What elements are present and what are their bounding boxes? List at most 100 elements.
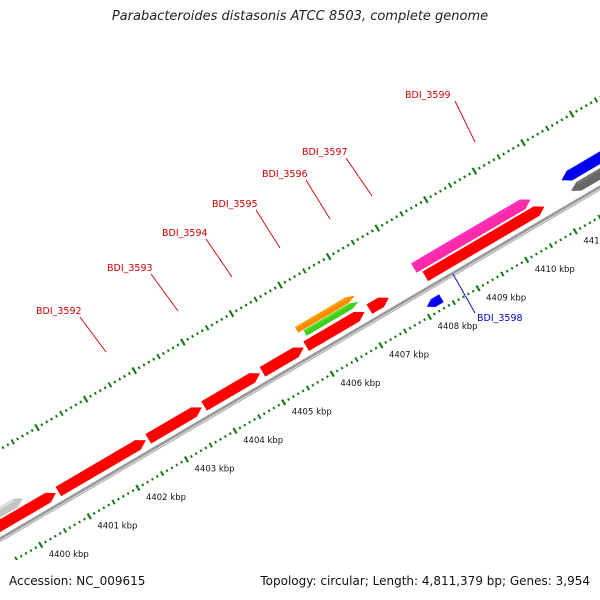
tick-mark <box>38 541 44 549</box>
gene-red-3593-body <box>145 407 202 444</box>
tick-mark <box>536 132 540 136</box>
tick-mark <box>447 303 451 307</box>
gene-dark-grey <box>571 168 600 191</box>
tick-label-4404: 4404 kbp <box>243 436 283 446</box>
tick-mark <box>554 241 558 245</box>
tick-mark <box>293 274 297 279</box>
tick-mark <box>482 163 486 168</box>
tick-mark <box>393 335 397 339</box>
tick-mark <box>593 96 599 103</box>
tick-mark <box>340 366 344 370</box>
tick-mark <box>539 249 543 253</box>
tick-label-4400: 4400 kbp <box>49 550 89 560</box>
tick-mark <box>481 283 485 287</box>
tick-mark <box>564 235 568 239</box>
gene-blue-3598 <box>426 294 444 307</box>
tick-mark <box>560 118 564 122</box>
tick-mark <box>68 526 72 530</box>
tick-mark <box>180 460 184 464</box>
tick-mark <box>11 561 12 563</box>
tick-mark <box>283 280 287 284</box>
tick-mark <box>30 428 34 433</box>
tick-mark <box>361 235 365 239</box>
tick-mark <box>127 371 131 376</box>
tick-mark <box>152 357 156 361</box>
callout-line-bdi_3595 <box>255 209 281 249</box>
tick-mark <box>322 257 326 262</box>
tick-mark <box>475 284 481 292</box>
gene-red-3595-bevel <box>259 347 295 370</box>
tick-mark <box>316 380 320 384</box>
tick-mark <box>113 380 117 384</box>
tick-mark <box>398 332 402 336</box>
tick-mark <box>131 366 138 375</box>
tick-mark <box>404 209 408 213</box>
tick-mark <box>107 503 111 507</box>
gene-orange-body <box>294 295 355 333</box>
tick-mark <box>161 351 165 356</box>
tick-mark <box>364 352 368 356</box>
gene-red-3597 <box>366 297 389 314</box>
gene-orange-bevel <box>294 297 347 329</box>
tick-mark <box>296 392 300 396</box>
gene-red-3596 <box>303 311 365 351</box>
tick-mark <box>257 413 262 420</box>
gene-red-3599-body <box>422 206 545 282</box>
gene-label-bdi_3593: BDI_3593 <box>107 263 153 274</box>
gene-red-3593-bevel <box>145 407 193 437</box>
tick-mark <box>16 437 20 441</box>
tick-mark <box>122 374 127 378</box>
tick-mark <box>466 292 470 296</box>
gene-green-bevel <box>303 303 351 332</box>
tick-mark <box>468 172 472 176</box>
tick-mark <box>496 153 501 160</box>
tick-mark <box>200 329 204 333</box>
tick-mark <box>359 355 363 359</box>
tick-mark <box>50 417 54 421</box>
tick-mark <box>477 166 481 170</box>
tick-mark <box>249 300 253 304</box>
tick-mark <box>92 511 96 515</box>
tick-mark <box>64 408 68 413</box>
gene-red-3599 <box>422 206 545 282</box>
tick-mark <box>88 394 93 398</box>
gene-label-bdi_3598: BDI_3598 <box>477 313 523 324</box>
page-title: Parabacteroides distasonis ATCC 8503, co… <box>111 9 489 24</box>
gene-label-bdi_3595: BDI_3595 <box>212 199 258 210</box>
tick-mark <box>378 341 384 349</box>
tick-mark <box>175 463 179 467</box>
tick-mark <box>442 306 446 310</box>
tick-mark <box>593 218 597 222</box>
tick-mark <box>520 261 524 265</box>
tick-mark <box>239 306 243 310</box>
gene-red-3597-bevel <box>366 297 380 308</box>
tick-mark <box>204 446 208 450</box>
tick-mark <box>458 178 462 182</box>
tick-mark <box>189 454 193 458</box>
tick-mark <box>263 292 267 296</box>
genome-summary-text: Topology: circular; Length: 4,811,379 bp… <box>260 574 590 588</box>
gene-orange <box>294 295 355 333</box>
tick-label-4402: 4402 kbp <box>146 493 186 503</box>
gene-blue-3598-body <box>426 294 444 307</box>
tick-mark <box>419 200 423 205</box>
tick-mark <box>574 109 579 113</box>
tick-mark <box>102 506 106 510</box>
callout-line-bdi_3593 <box>150 273 179 312</box>
tick-mark <box>350 360 354 364</box>
tick-mark <box>500 271 505 277</box>
tick-mark <box>336 249 340 253</box>
tick-label-4409: 4409 kbp <box>486 294 526 304</box>
tick-mark <box>288 277 292 282</box>
tick-mark <box>259 294 263 299</box>
tick-mark <box>228 432 232 436</box>
tick-mark <box>121 494 125 498</box>
callout-line-bdi_3598 <box>452 273 476 314</box>
tick-mark <box>6 564 7 566</box>
tick-label-4407: 4407 kbp <box>389 351 429 361</box>
tick-mark <box>103 386 107 390</box>
tick-mark <box>58 531 62 535</box>
tick-mark <box>116 497 120 501</box>
callout-line-bdi_3599 <box>454 100 476 143</box>
